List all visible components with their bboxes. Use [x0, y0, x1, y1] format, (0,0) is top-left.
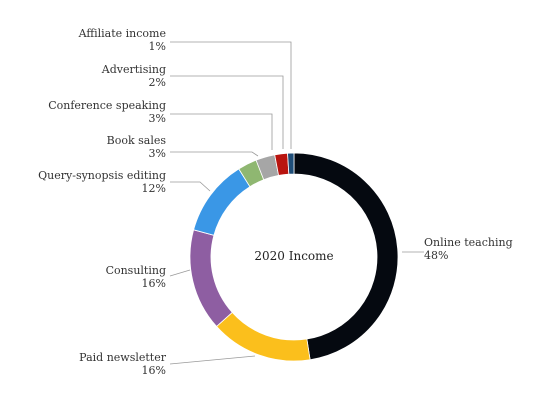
slice-label-value: 1%: [149, 40, 166, 53]
slice-paid-newsletter: [216, 311, 311, 362]
slice-label-value: 12%: [142, 182, 166, 195]
slice-label-conference-speaking: Conference speaking 3%: [48, 99, 166, 125]
leader-line-consulting: [169, 269, 191, 277]
slice-label-value: 3%: [149, 147, 166, 160]
leader-line-paid-newsletter: [169, 355, 256, 365]
slice-label-name: Conference speaking: [48, 99, 166, 112]
slice-label-name: Query-synopsis editing: [38, 169, 166, 182]
slice-label-name: Consulting: [106, 264, 166, 277]
donut-slices: [189, 152, 399, 362]
slice-affiliate-income: [287, 152, 295, 175]
leader-line-conference-speaking: [170, 113, 273, 150]
slice-label-online-teaching: Online teaching 48%: [424, 236, 513, 262]
slice-label-book-sales: Book sales 3%: [107, 134, 167, 160]
slice-label-name: Paid newsletter: [79, 351, 167, 364]
slice-label-name: Online teaching: [424, 236, 513, 249]
leader-lines: [169, 41, 424, 365]
slice-consulting: [189, 229, 233, 327]
leader-line-book-sales: [170, 151, 259, 157]
slice-label-name: Book sales: [107, 134, 167, 147]
leader-line-advertising: [170, 75, 284, 149]
leader-line-query-synopsis-editing: [170, 181, 211, 192]
slice-label-query-synopsis-editing: Query-synopsis editing 12%: [38, 169, 166, 195]
slice-label-advertising: Advertising 2%: [101, 63, 166, 89]
slice-label-consulting: Consulting 16%: [106, 264, 166, 290]
slice-labels: Online teaching 48%Paid newsletter 16%Cons…: [38, 27, 512, 377]
slice-label-name: Affiliate income: [78, 27, 166, 40]
slice-label-value: 16%: [142, 364, 166, 377]
leader-line-affiliate-income: [170, 41, 292, 149]
slice-label-value: 2%: [149, 76, 166, 89]
slice-label-affiliate-income: Affiliate income 1%: [78, 27, 166, 53]
slice-query-synopsis-editing: [193, 168, 251, 236]
slice-label-value: 48%: [424, 249, 448, 262]
slice-label-paid-newsletter: Paid newsletter 16%: [79, 351, 167, 377]
chart-center-title: 2020 Income: [254, 249, 333, 263]
slice-label-name: Advertising: [101, 63, 166, 76]
slice-label-value: 16%: [142, 277, 166, 290]
slice-label-value: 3%: [149, 112, 166, 125]
